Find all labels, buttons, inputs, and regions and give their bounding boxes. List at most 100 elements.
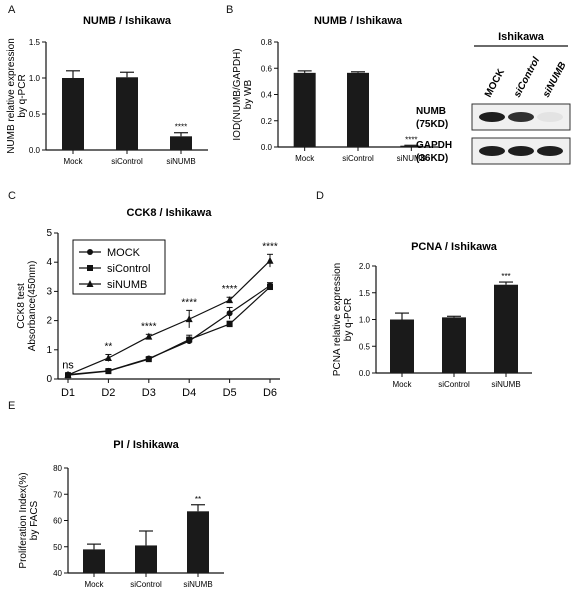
panel-label-e: E (8, 400, 16, 412)
x-tick-label: siNUMB (166, 157, 195, 166)
y-axis-label-line: by q-PCR (17, 74, 28, 117)
data-point (87, 265, 93, 271)
x-tick-label: D3 (142, 387, 156, 398)
y-tick-label: 80 (53, 464, 62, 473)
x-tick-label: Mock (392, 380, 412, 389)
bar (400, 145, 423, 147)
y-tick-label: 40 (53, 569, 62, 578)
y-tick-label: 2.0 (359, 262, 371, 271)
y-tick-label: 0.5 (29, 110, 41, 119)
x-tick-label: D4 (182, 387, 196, 398)
bar (293, 72, 316, 147)
data-point (104, 353, 112, 361)
bar (135, 545, 157, 573)
y-axis-label-line: IOD(NUMB/GAPDH) (232, 48, 243, 140)
y-axis-label: CCK8 testAbsorbance(450nm) (16, 261, 38, 352)
blot-lane-label: siNUMB (541, 60, 569, 99)
y-axis-label: Proliferation Index(%)by FACS (18, 472, 40, 568)
legend-label: MOCK (107, 247, 141, 259)
y-tick-label: 1.5 (29, 38, 41, 47)
blot-band (479, 112, 505, 122)
y-axis-label-line: Absorbance(450nm) (27, 261, 38, 352)
x-tick-label: siControl (111, 157, 143, 166)
significance-label: **** (222, 284, 238, 295)
y-tick-label: 0.8 (261, 38, 273, 47)
panel-label-d: D (316, 190, 324, 202)
bar (116, 77, 138, 150)
series-line (67, 260, 271, 376)
y-tick-label: 0.0 (29, 146, 41, 155)
y-tick-label: 0.2 (261, 117, 273, 126)
bar (494, 284, 518, 373)
y-axis-label-line: by WB (243, 79, 254, 109)
data-point (186, 336, 193, 343)
legend: MOCK siControl siNUMB (72, 239, 166, 295)
blot-lane-label: MOCK (483, 67, 507, 100)
blot-band (508, 112, 534, 122)
blot-lane-label: siControl (512, 55, 542, 99)
y-axis-label-line: CCK8 test (16, 283, 27, 329)
y-tick-label: 0.4 (261, 91, 273, 100)
significance-label: ** (195, 495, 201, 504)
blot-band (479, 146, 505, 156)
data-point (87, 249, 93, 255)
x-tick-label: siNUMB (397, 154, 426, 163)
data-point (267, 284, 273, 291)
y-tick-label: 1.0 (29, 74, 41, 83)
data-point (86, 280, 94, 287)
significance-label: *** (501, 272, 510, 281)
panel-label-c: C (8, 190, 16, 202)
bar (390, 319, 414, 373)
x-tick-label: siControl (342, 154, 374, 163)
data-point (185, 315, 193, 323)
chart-title: NUMB / Ishikawa (314, 15, 403, 27)
significance-label: ns (62, 360, 74, 372)
significance-label: **** (181, 297, 197, 308)
significance-label: **** (262, 241, 278, 252)
data-point (226, 321, 233, 328)
y-axis-label-line: PCNA relative expression (332, 263, 343, 376)
blot-cell-line: Ishikawa (498, 31, 545, 43)
bar (442, 317, 466, 373)
chart-title: NUMB / Ishikawa (83, 15, 172, 27)
x-tick-label: siNUMB (183, 580, 212, 588)
x-tick-label: D1 (61, 387, 75, 398)
chart-title: PCNA / Ishikawa (411, 241, 498, 253)
x-tick-label: Mock (295, 154, 315, 163)
legend-label: siControl (107, 263, 150, 275)
y-axis-label-line: by q-PCR (343, 298, 354, 341)
legend-label: siNUMB (107, 279, 147, 291)
blot-protein-label: NUMB (416, 106, 446, 117)
x-tick-label: Mock (84, 580, 104, 588)
y-axis-label: PCNA relative expressionby q-PCR (332, 263, 354, 376)
bar (187, 511, 209, 573)
y-tick-label: 0.0 (261, 143, 273, 152)
y-tick-label: 50 (53, 543, 62, 552)
y-tick-label: 1 (46, 345, 52, 356)
significance-label: **** (175, 123, 187, 132)
data-point (105, 368, 112, 375)
x-tick-label: Mock (63, 157, 83, 166)
chart-e: PI / Ishikawa 40 50 60 70 80 Proliferation Ind… (18, 439, 224, 588)
x-tick-label: D6 (263, 387, 277, 398)
y-tick-label: 2 (46, 316, 52, 327)
blot-size-label: (75KD) (416, 119, 448, 130)
x-tick-label: siControl (130, 580, 162, 588)
significance-label: ** (105, 341, 113, 352)
blot-size-label: (36KD) (416, 153, 448, 164)
chart-c: CCK8 / Ishikawa 0 1 2 3 4 5 CCK8 testAbsorbance… (16, 207, 280, 398)
y-tick-label: 0 (46, 374, 52, 385)
y-tick-label: 0.6 (261, 64, 273, 73)
y-tick-label: 1.5 (359, 289, 371, 298)
y-axis-label-line: Proliferation Index(%) (18, 472, 29, 568)
data-point (226, 296, 234, 304)
y-tick-label: 4 (46, 257, 52, 268)
bar (347, 72, 369, 147)
series-siNUMB (64, 253, 274, 378)
data-point (145, 332, 153, 340)
y-axis-label: IOD(NUMB/GAPDH)by WB (232, 48, 254, 140)
y-tick-label: 0.0 (359, 369, 371, 378)
y-axis-label-line: by FACS (29, 500, 40, 540)
y-tick-label: 3 (46, 286, 52, 297)
